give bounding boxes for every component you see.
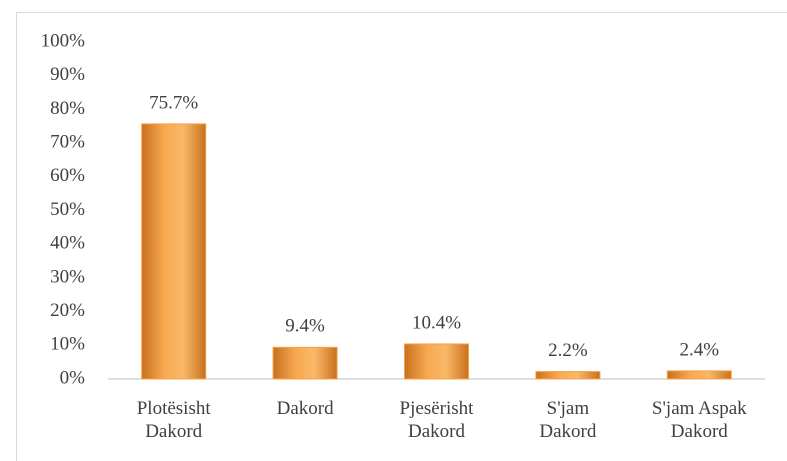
y-tick-label: 40% [50,233,85,254]
x-tick-label: S'jam Dakord [539,398,597,442]
x-tick-label: Dakord [276,398,334,419]
value-label: 75.7% [149,92,198,113]
y-tick-label: 60% [50,165,85,186]
value-label: 9.4% [285,316,325,337]
x-tick-label: S'jam Aspak Dakord [651,398,747,442]
x-tick-label: Pjesërisht Dakord [399,398,474,442]
y-tick-label: 20% [50,300,85,321]
y-tick-label: 50% [50,199,85,220]
value-label: 2.2% [548,340,588,361]
x-tick-label: Plotësisht Dakord [136,398,211,442]
y-tick-label: 80% [50,98,85,119]
y-tick-label: 10% [50,334,85,355]
value-label: 10.4% [412,312,461,333]
bar [272,346,338,380]
value-label: 2.4% [680,339,720,360]
y-tick-label: 30% [50,266,85,287]
bar [141,123,207,380]
chart-border [16,12,787,461]
y-tick-label: 0% [60,367,86,388]
y-tick-label: 70% [50,131,85,152]
bar [404,343,469,380]
y-tick-label: 100% [41,30,86,51]
y-tick-label: 90% [50,64,85,85]
bar [535,371,601,380]
bar [666,370,732,380]
